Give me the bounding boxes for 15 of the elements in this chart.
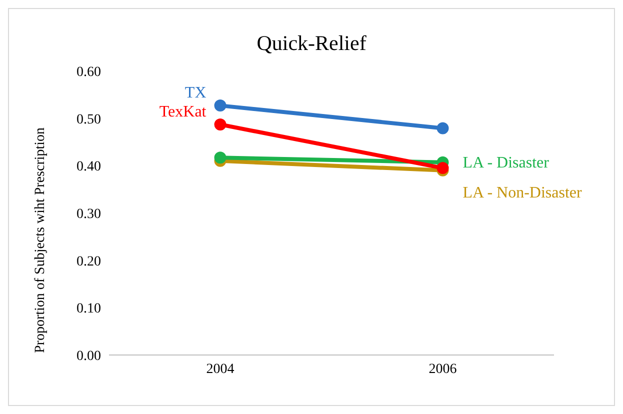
- y-tick-label: 0.10: [76, 302, 101, 317]
- y-tick-label: 0.60: [76, 64, 101, 80]
- x-tick-label: 2006: [428, 362, 457, 377]
- series-label: TexKat: [159, 103, 207, 120]
- y-tick-label: 0.40: [76, 160, 101, 175]
- y-axis-title: Proportion of Subjects wiht Prescription: [32, 127, 48, 353]
- series-label: LA - Disaster: [462, 154, 550, 172]
- y-tick-label: 0.00: [76, 348, 101, 364]
- x-tick-label: 2004: [206, 362, 234, 377]
- series-label: LA - Non-Disaster: [462, 184, 583, 202]
- chart-title: Quick-Relief: [256, 31, 368, 56]
- series-label: TX: [184, 84, 207, 102]
- y-tick-label: 0.20: [76, 254, 101, 270]
- y-tick-label: 0.30: [76, 206, 101, 222]
- y-tick-label: 0.50: [76, 112, 101, 128]
